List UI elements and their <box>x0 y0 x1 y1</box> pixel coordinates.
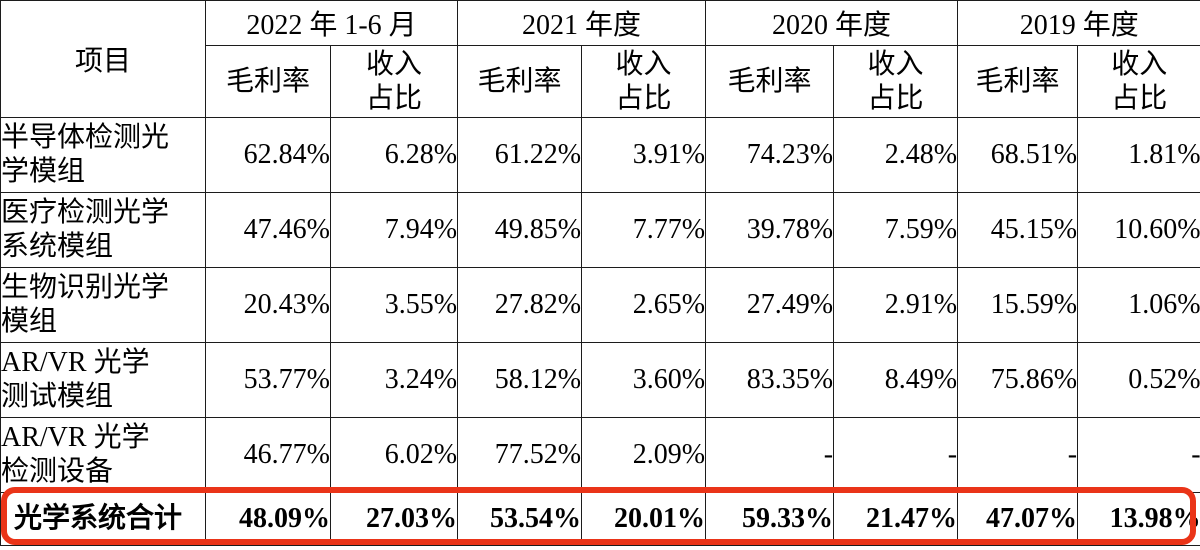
cell-value: 3.60% <box>581 342 707 418</box>
cell-value: 27.82% <box>457 267 583 343</box>
total-cell-value: 48.09% <box>205 492 331 546</box>
table-row-arvr-inspection-equipment: AR/VR 光学 检测设备 46.77% 6.02% 77.52% 2.09% … <box>0 417 1200 493</box>
total-cell-value: 47.07% <box>957 492 1079 546</box>
row-label: 生物识别光学 模组 <box>0 267 206 343</box>
cell-value: 83.35% <box>705 342 835 418</box>
total-cell-value: 13.98% <box>1077 492 1200 546</box>
col-header-share-2019: 收入 占比 <box>1077 45 1200 118</box>
row-label: AR/VR 光学 测试模组 <box>0 342 206 418</box>
cell-value: 1.81% <box>1077 117 1200 193</box>
cell-value: 53.77% <box>205 342 331 418</box>
cell-value: 0.52% <box>1077 342 1200 418</box>
cell-value: 7.77% <box>581 192 707 268</box>
cell-value: 6.02% <box>329 417 459 493</box>
cell-value: - <box>833 417 959 493</box>
table-row-semiconductor: 半导体检测光 学模组 62.84% 6.28% 61.22% 3.91% 74.… <box>0 117 1200 193</box>
total-row-label: 光学系统合计 <box>0 492 206 546</box>
cell-value: - <box>1077 417 1200 493</box>
table-row-arvr-test-module: AR/VR 光学 测试模组 53.77% 3.24% 58.12% 3.60% … <box>0 342 1200 418</box>
col-header-margin-2021: 毛利率 <box>457 45 583 118</box>
cell-value: 75.86% <box>957 342 1079 418</box>
cell-value: 3.91% <box>581 117 707 193</box>
cell-value: 58.12% <box>457 342 583 418</box>
cell-value: 1.06% <box>1077 267 1200 343</box>
period-header-2021: 2021 年度 <box>457 0 707 46</box>
cell-value: 2.91% <box>833 267 959 343</box>
cell-value: 77.52% <box>457 417 583 493</box>
cell-value: 45.15% <box>957 192 1079 268</box>
cell-value: 10.60% <box>1077 192 1200 268</box>
total-cell-value: 27.03% <box>329 492 459 546</box>
period-header-2022: 2022 年 1-6 月 <box>204 0 459 46</box>
col-header-share-2021: 收入 占比 <box>581 45 707 118</box>
cell-value: 20.43% <box>205 267 331 343</box>
cell-value: - <box>957 417 1079 493</box>
cell-value: 6.28% <box>329 117 459 193</box>
cell-value: 2.65% <box>581 267 707 343</box>
period-header-2019: 2019 年度 <box>957 0 1200 46</box>
cell-value: 2.48% <box>833 117 959 193</box>
total-cell-value: 20.01% <box>581 492 707 546</box>
cell-value: 3.24% <box>329 342 459 418</box>
cell-value: 39.78% <box>705 192 835 268</box>
row-label: AR/VR 光学 检测设备 <box>0 417 206 493</box>
cell-value: 8.49% <box>833 342 959 418</box>
col-header-margin-2019: 毛利率 <box>957 45 1079 118</box>
cell-value: 62.84% <box>205 117 331 193</box>
cell-value: 61.22% <box>457 117 583 193</box>
row-label: 医疗检测光学 系统模组 <box>0 192 206 268</box>
col-header-share-2020: 收入 占比 <box>833 45 959 118</box>
col-header-share-2022: 收入 占比 <box>329 45 459 118</box>
cell-value: 7.94% <box>329 192 459 268</box>
cell-value: 47.46% <box>205 192 331 268</box>
col-header-margin-2020: 毛利率 <box>705 45 835 118</box>
table-row-biometric: 生物识别光学 模组 20.43% 3.55% 27.82% 2.65% 27.4… <box>0 267 1200 343</box>
table-row-optical-system-total: 光学系统合计 48.09% 27.03% 53.54% 20.01% 59.33… <box>0 492 1200 546</box>
total-cell-value: 21.47% <box>833 492 959 546</box>
period-header-2020: 2020 年度 <box>705 0 959 46</box>
corner-header-item: 项目 <box>0 0 206 118</box>
cell-value: 2.09% <box>581 417 707 493</box>
cell-value: 49.85% <box>457 192 583 268</box>
col-header-margin-2022: 毛利率 <box>205 45 331 118</box>
cell-value: 27.49% <box>705 267 835 343</box>
cell-value: 7.59% <box>833 192 959 268</box>
cell-value: 68.51% <box>957 117 1079 193</box>
total-cell-value: 59.33% <box>705 492 835 546</box>
header-metric-row: 毛利率 收入 占比 毛利率 收入 占比 毛利率 收入 占比 毛利率 收入 占比 <box>1 45 1200 118</box>
cell-value: 15.59% <box>957 267 1079 343</box>
cell-value: 46.77% <box>205 417 331 493</box>
row-label: 半导体检测光 学模组 <box>0 117 206 193</box>
cell-value: 3.55% <box>329 267 459 343</box>
table-row-medical: 医疗检测光学 系统模组 47.46% 7.94% 49.85% 7.77% 39… <box>0 192 1200 268</box>
header-period-row: 项目 2022 年 1-6 月 2021 年度 2020 年度 2019 年度 <box>0 0 1200 118</box>
cell-value: - <box>705 417 835 493</box>
total-cell-value: 53.54% <box>457 492 583 546</box>
cell-value: 74.23% <box>705 117 835 193</box>
